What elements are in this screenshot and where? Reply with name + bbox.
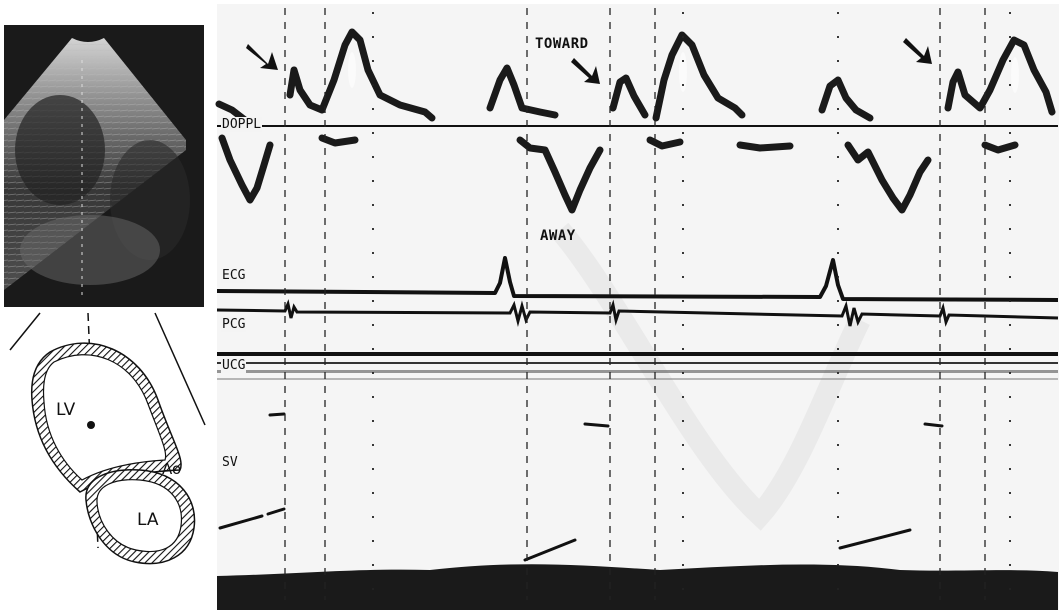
ecg-label: ECG — [221, 268, 247, 283]
lv-label: LV — [56, 400, 76, 420]
ucg-label: UCG — [221, 358, 247, 373]
pcg-label: PCG — [221, 317, 247, 332]
la-label: LA — [137, 510, 159, 530]
recording-panel — [215, 4, 1059, 610]
dark-bottom-band — [217, 564, 1058, 610]
timing-lines — [284, 8, 986, 600]
echo-image-panel — [4, 25, 204, 307]
doppl-label: DOPPL — [221, 117, 263, 132]
timing-dots — [372, 12, 1011, 600]
arrow-down-right-icon — [571, 58, 600, 84]
pcg-trace — [216, 299, 1059, 327]
sv-label: SV — [222, 455, 238, 470]
away-label: AWAY — [540, 228, 576, 244]
sample-volume-dot — [87, 421, 95, 429]
arrow-down-right-icon — [246, 44, 278, 70]
toward-label: TOWARD — [535, 36, 589, 52]
ucg-band — [217, 352, 1058, 380]
doppler-toward-envelope — [215, 28, 1056, 124]
doppler-away-envelope — [218, 134, 1019, 214]
sv-streaks — [218, 412, 944, 562]
heart-schematic — [9, 312, 206, 565]
ao-label: Ao — [162, 460, 182, 478]
ecg-trace — [216, 256, 1059, 302]
arrow-down-right-icon — [903, 38, 932, 64]
